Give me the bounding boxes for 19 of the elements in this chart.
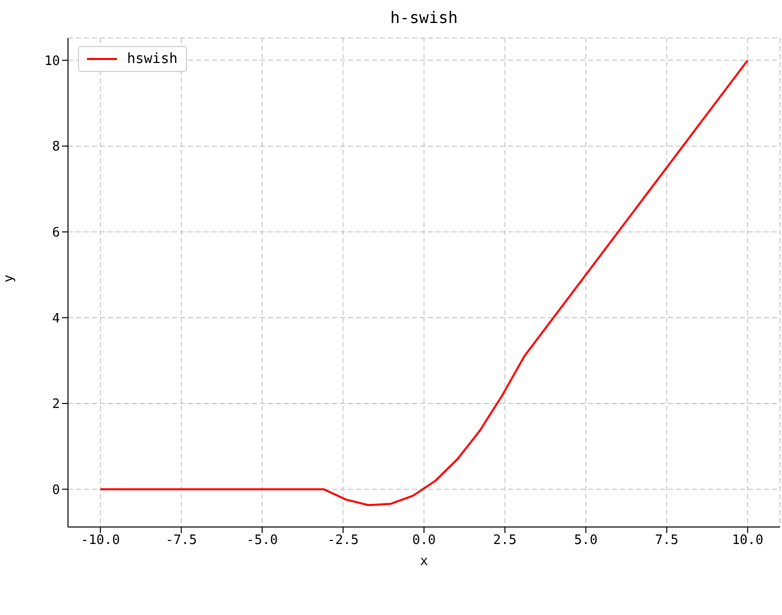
x-tick-label: -5.0	[246, 533, 278, 548]
y-tick-label: 8	[52, 140, 60, 155]
x-tick-label: 0.0	[412, 533, 436, 548]
x-tick-label: 5.0	[574, 533, 598, 548]
y-tick-label: 4	[52, 311, 60, 326]
y-tick-label: 2	[52, 397, 60, 412]
legend-label: hswish	[127, 51, 178, 67]
x-tick-label: -10.0	[80, 533, 120, 548]
y-axis-title: y	[2, 274, 17, 282]
x-tick-label: 2.5	[493, 533, 517, 548]
chart-title: h-swish	[389, 8, 459, 27]
y-tick-label: 0	[52, 482, 60, 498]
x-tick-label: 10.0	[732, 533, 764, 548]
y-tick-label: 10	[44, 54, 60, 69]
x-tick-label: -7.5	[166, 533, 197, 548]
x-tick-label: -2.5	[327, 533, 359, 548]
y-tick-label: 6	[52, 226, 60, 240]
x-tick-label: 7.5	[654, 533, 678, 548]
x-axis-title: x	[420, 554, 428, 569]
